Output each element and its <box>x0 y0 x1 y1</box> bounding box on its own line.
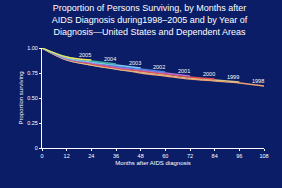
svg-text:2000: 2000 <box>203 71 215 77</box>
svg-text:1998: 1998 <box>252 78 264 84</box>
svg-text:2001: 2001 <box>178 68 190 74</box>
svg-text:0.50: 0.50 <box>27 95 38 101</box>
svg-text:60: 60 <box>162 153 168 159</box>
svg-text:24: 24 <box>88 153 94 159</box>
svg-text:1999: 1999 <box>227 74 239 80</box>
svg-text:0.25: 0.25 <box>27 120 38 126</box>
svg-text:Proportion surviving: Proportion surviving <box>18 71 24 124</box>
svg-text:12: 12 <box>64 153 70 159</box>
svg-text:1.00: 1.00 <box>27 45 38 51</box>
svg-text:36: 36 <box>113 153 119 159</box>
svg-text:72: 72 <box>187 153 193 159</box>
svg-text:2004: 2004 <box>104 56 116 62</box>
svg-text:96: 96 <box>236 153 242 159</box>
svg-text:2003: 2003 <box>129 60 141 66</box>
svg-text:0: 0 <box>35 145 38 151</box>
svg-text:Proportion of Persons Survivin: Proportion of Persons Surviving, by Mont… <box>52 3 248 36</box>
svg-text:108: 108 <box>259 153 268 159</box>
svg-text:48: 48 <box>138 153 144 159</box>
svg-text:0: 0 <box>40 153 43 159</box>
svg-text:2005: 2005 <box>79 52 91 58</box>
svg-text:Months after AIDS diagnosis: Months after AIDS diagnosis <box>115 160 191 166</box>
svg-text:0.75: 0.75 <box>27 70 38 76</box>
svg-text:2002: 2002 <box>153 64 165 70</box>
svg-text:84: 84 <box>212 153 218 159</box>
